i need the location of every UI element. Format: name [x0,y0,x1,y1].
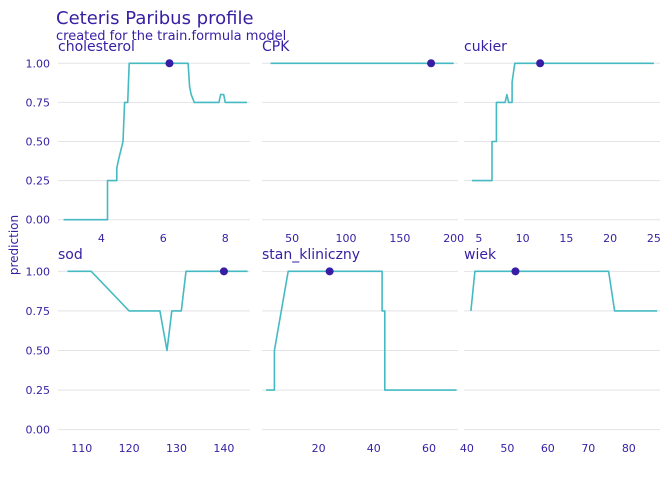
y-tick-label: 0.00 [26,424,51,437]
profile-line [470,270,658,312]
panel-title: sod [58,247,83,263]
y-axis-label: prediction [7,215,21,275]
panel-cpk: CPK 50 100 150 200 [262,39,464,245]
panel-sod: sod 0.00 0.25 0.50 0.75 1.00 110 120 130 140 [26,247,250,455]
observation-point [511,267,520,276]
panel-title: stan_kliniczny [262,247,360,263]
y-tick-label: 1.00 [26,265,51,278]
panel-title: wiek [464,247,497,263]
panel-stan-kliniczny: stan_kliniczny 20 40 60 [262,247,458,455]
chart-subtitle: created for the train.formula model [56,29,286,44]
x-tick-label: 8 [222,232,229,245]
panel-title: cukier [464,39,507,55]
x-tick-label: 150 [389,232,410,245]
x-tick-label: 130 [166,442,187,455]
x-tick-label: 70 [581,442,595,455]
chart-title: Ceteris Paribus profile [56,8,254,29]
observation-point [325,267,334,276]
observation-point [165,59,174,68]
profile-line [266,270,457,391]
y-tick-label: 0.75 [26,96,51,109]
x-tick-label: 4 [98,232,105,245]
x-tick-label: 200 [443,232,464,245]
y-tick-label: 0.50 [26,136,51,149]
facet-panels: cholesterol 0.00 0.25 0.50 0.75 1.00 4 6 8 CPK 50 1… [26,39,661,455]
profile-line [67,270,248,352]
x-tick-label: 40 [460,442,474,455]
y-tick-label: 0.25 [26,175,51,188]
y-tick-label: 0.75 [26,305,51,318]
x-tick-label: 10 [516,232,530,245]
x-tick-label: 6 [160,232,167,245]
panel-title: CPK [262,39,290,55]
panel-wiek: wiek 40 50 60 70 80 [460,247,660,455]
x-tick-label: 140 [213,442,234,455]
profile-line [471,62,654,182]
observation-point [219,267,228,276]
x-tick-label: 80 [622,442,636,455]
x-tick-label: 40 [367,442,381,455]
x-tick-label: 120 [119,442,140,455]
panel-cukier: cukier 5 10 15 20 25 [464,39,661,245]
x-tick-label: 60 [422,442,436,455]
panel-title: cholesterol [58,39,135,55]
x-tick-label: 100 [336,232,357,245]
x-tick-label: 50 [500,442,514,455]
x-tick-label: 5 [475,232,482,245]
x-tick-label: 50 [285,232,299,245]
x-tick-label: 20 [312,442,326,455]
profile-line [63,62,247,221]
x-tick-label: 60 [541,442,555,455]
y-tick-label: 0.50 [26,345,51,358]
x-tick-label: 20 [603,232,617,245]
y-tick-label: 0.00 [26,214,51,227]
x-tick-label: 25 [647,232,661,245]
y-tick-label: 0.25 [26,384,51,397]
observation-point [427,59,436,68]
y-tick-label: 1.00 [26,57,51,70]
x-tick-label: 15 [559,232,573,245]
panel-cholesterol: cholesterol 0.00 0.25 0.50 0.75 1.00 4 6 8 [26,39,250,245]
observation-point [536,59,545,68]
x-tick-label: 110 [71,442,92,455]
